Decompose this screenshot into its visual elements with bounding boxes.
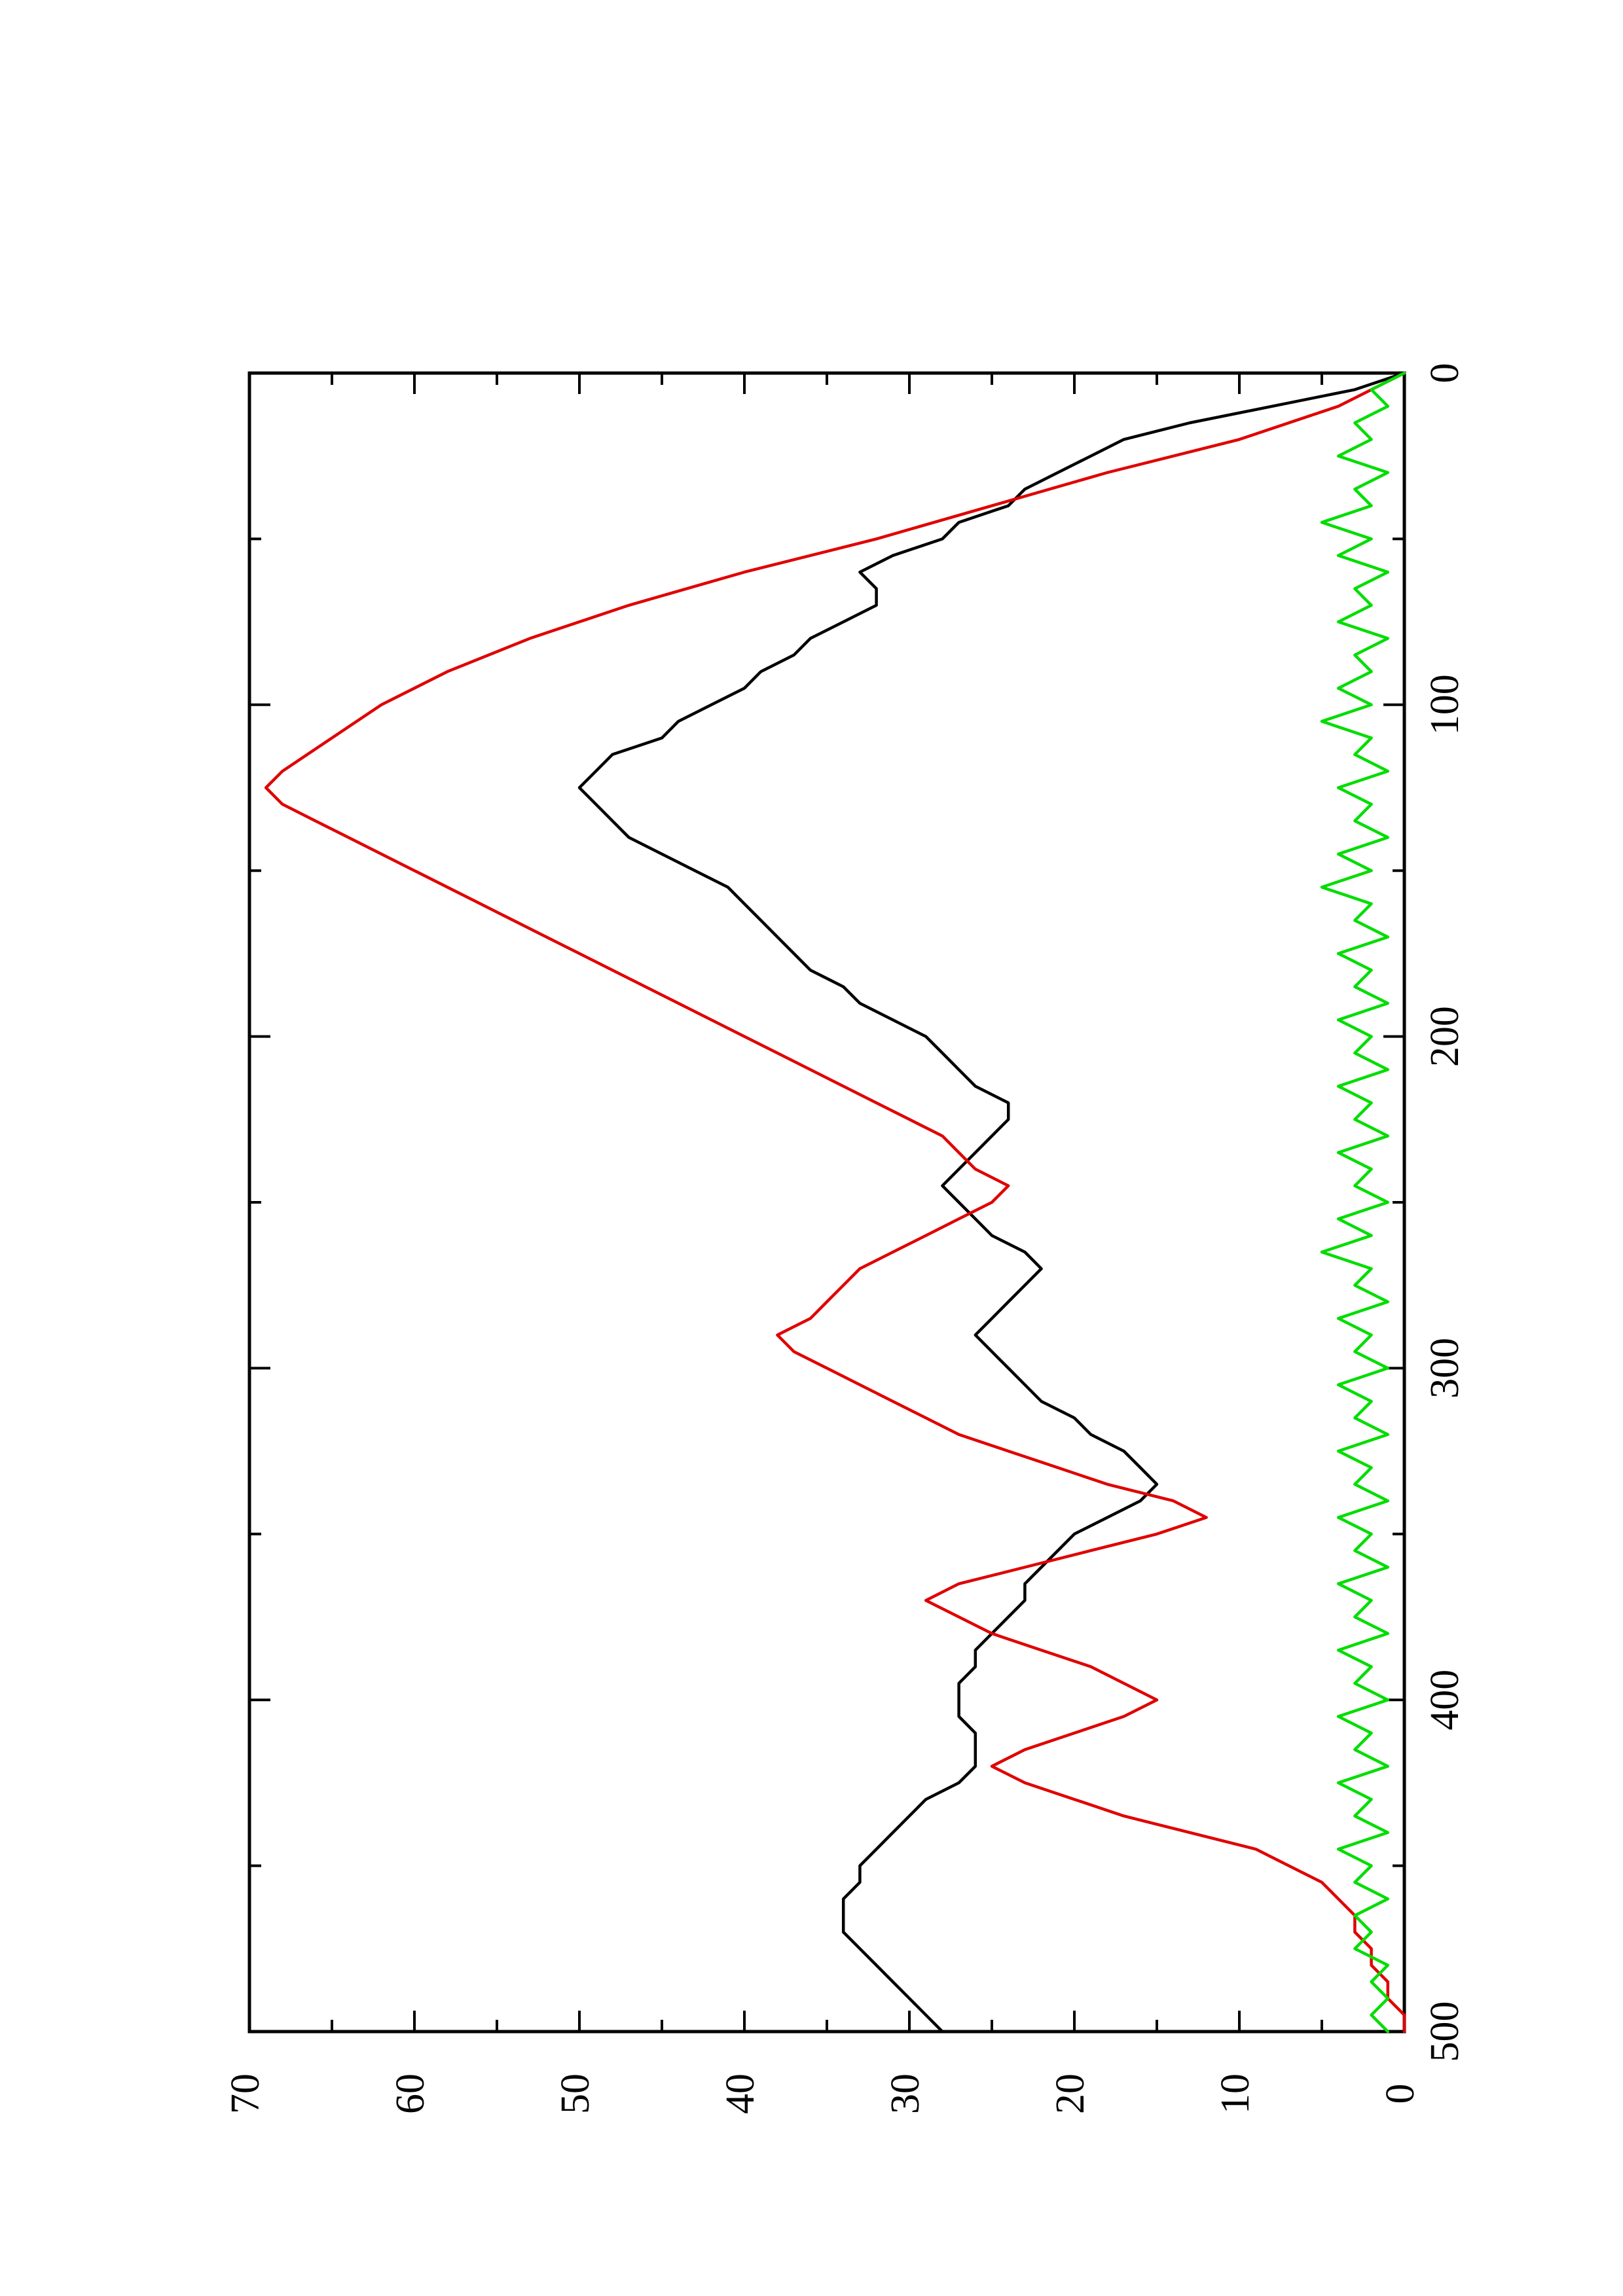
y-tick-label: 50 (553, 2073, 598, 2114)
y-tick-label: 40 (718, 2073, 763, 2114)
series-line-3 (1320, 371, 1406, 2034)
x-tick-label: 500 (1423, 2001, 1467, 2062)
y-tick-label: 70 (223, 2073, 268, 2114)
x-tick-label: 400 (1423, 1670, 1467, 1731)
y-tick-label: 20 (1048, 2073, 1093, 2114)
x-tick-label: 300 (1423, 1338, 1467, 1399)
x-tick-label: 200 (1423, 1006, 1467, 1067)
series-line-1 (577, 371, 1406, 2034)
x-tick-label: 100 (1423, 674, 1467, 735)
y-tick-label: 30 (883, 2073, 928, 2114)
plot-layer: 0 100 200 300 400 500 0 10 20 30 40 50 60 70 (223, 363, 1467, 2115)
y-tick-label: 60 (388, 2073, 433, 2114)
x-tick-label: 0 (1423, 363, 1467, 384)
series-line-2 (264, 371, 1406, 2034)
y-tick-label: 0 (1378, 2084, 1423, 2104)
y-tick-label: 10 (1213, 2073, 1258, 2114)
plot-frame (247, 371, 1406, 2034)
